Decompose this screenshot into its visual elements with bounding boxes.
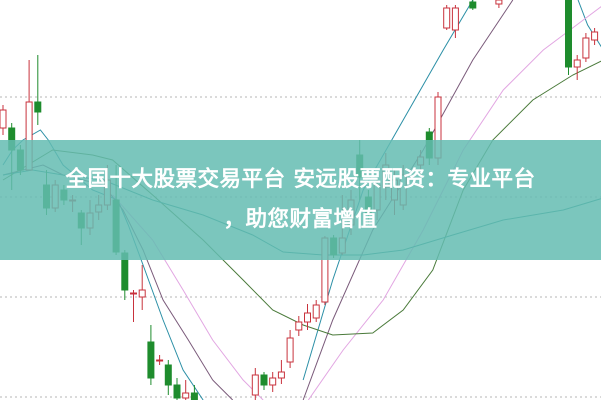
candle-up	[0, 109, 7, 129]
candle-up	[295, 321, 303, 331]
headline-line-2: ，助您财富增值	[223, 207, 378, 232]
candle-up	[573, 59, 581, 68]
headline-line-1: 全国十大股票交易平台 安远股票配资：专业平台	[65, 167, 536, 192]
candle-down	[469, 1, 477, 9]
candle-up	[286, 337, 294, 363]
candle-up	[591, 31, 599, 41]
candle-down	[190, 392, 198, 400]
candle-down	[147, 341, 155, 379]
candle-up	[277, 371, 285, 379]
candle-up	[582, 37, 590, 59]
candle-down	[173, 384, 181, 399]
candle-up	[495, 0, 503, 5]
candle-up	[312, 304, 320, 319]
candle-up	[182, 392, 190, 399]
candle-up	[130, 292, 137, 295]
candle-down	[260, 374, 268, 386]
candle-down	[164, 364, 172, 386]
headline-banner[interactable]: 全国十大股票交易平台 安远股票配资：专业平台 ，助您财富增值	[0, 140, 601, 260]
moving-average-line	[577, 0, 601, 48]
candle-up	[304, 312, 311, 323]
candle-down	[565, 0, 572, 68]
candle-up	[251, 374, 259, 396]
candle-up	[443, 7, 451, 29]
candle-up	[138, 289, 146, 298]
candle-up	[156, 359, 164, 362]
candle-down	[34, 101, 42, 113]
candle-up	[269, 377, 277, 386]
candle-up	[451, 7, 459, 31]
